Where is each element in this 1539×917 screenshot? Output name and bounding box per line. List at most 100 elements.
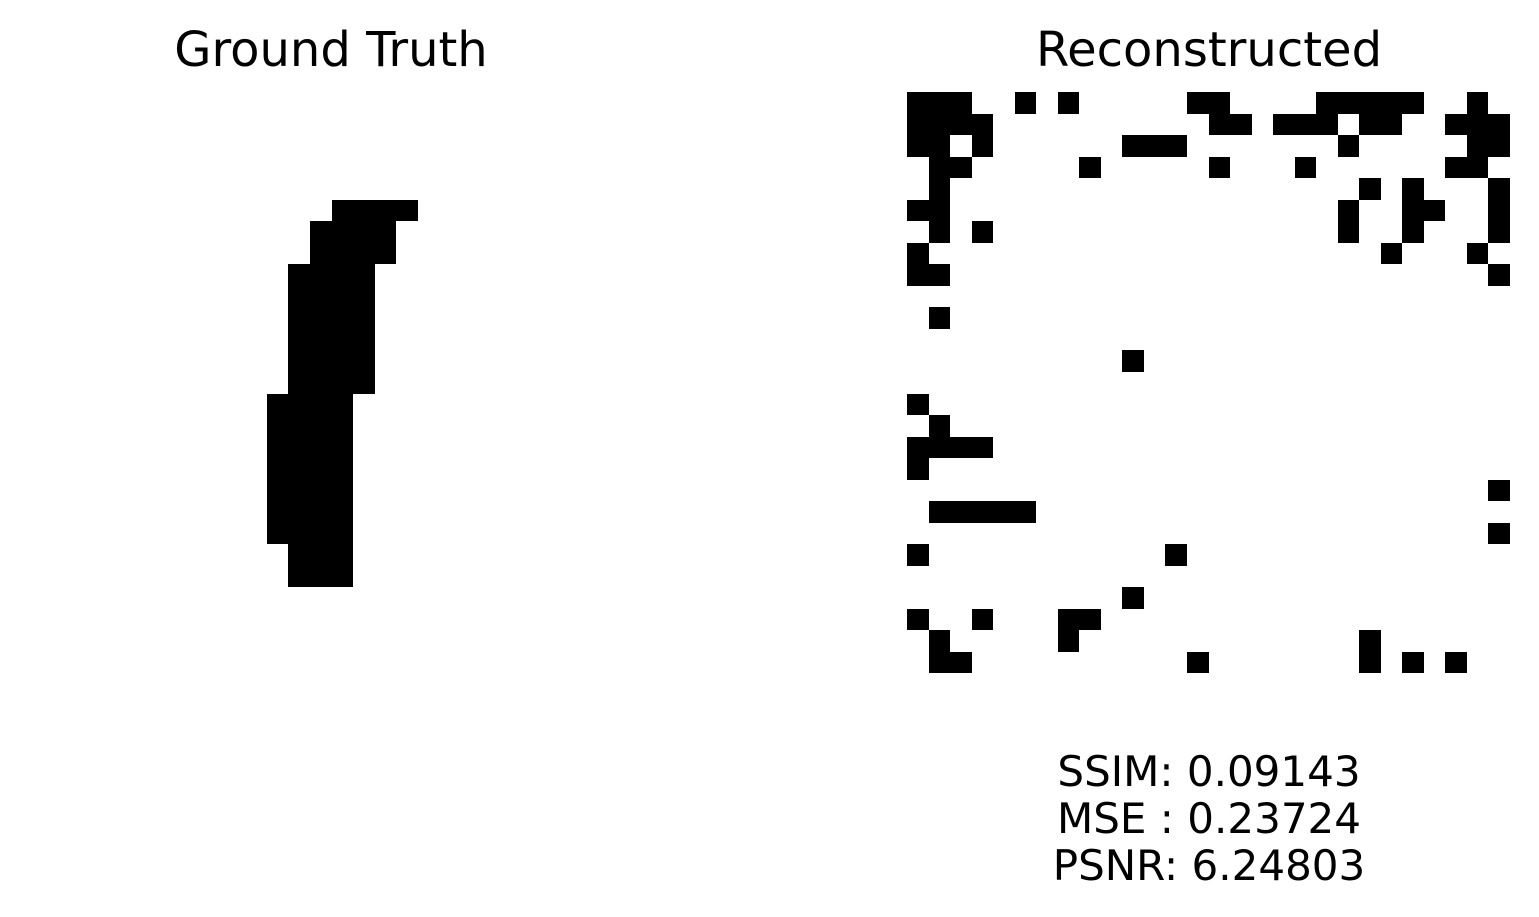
reconstructed-pixel: [1380, 415, 1403, 437]
reconstructed-pixel: [1100, 651, 1123, 674]
ground-truth-pixel: [396, 458, 418, 480]
reconstructed-pixel: [1079, 393, 1101, 416]
ground-truth-pixel: [396, 221, 418, 243]
ground-truth-pixel: [51, 565, 74, 588]
reconstructed-pixel: [993, 307, 1015, 329]
ground-truth-pixel: [331, 242, 354, 265]
reconstructed-pixel: [971, 415, 994, 437]
reconstructed-pixel: [1423, 415, 1446, 437]
ground-truth-pixel: [51, 264, 74, 286]
ground-truth-pixel: [417, 458, 440, 480]
reconstructed-pixel: [1143, 651, 1166, 674]
ground-truth-pixel: [417, 328, 440, 351]
reconstructed-pixel: [1036, 587, 1058, 609]
reconstructed-pixel: [1100, 587, 1123, 609]
ground-truth-pixel: [137, 178, 160, 200]
ground-truth-pixel: [159, 199, 181, 222]
reconstructed-pixel: [1230, 92, 1252, 114]
ground-truth-pixel: [159, 565, 181, 588]
ground-truth-pixel: [288, 371, 310, 394]
ground-truth-pixel: [353, 371, 375, 394]
ground-truth-pixel: [374, 651, 397, 674]
reconstructed-pixel: [1337, 501, 1360, 523]
ground-truth-pixel: [546, 328, 569, 351]
ground-truth-pixel: [202, 673, 224, 695]
reconstructed-pixel: [1122, 307, 1144, 329]
ground-truth-pixel: [309, 178, 332, 200]
reconstructed-pixel: [950, 436, 972, 459]
reconstructed-pixel: [1380, 307, 1403, 329]
reconstructed-pixel: [1014, 544, 1037, 566]
ground-truth-pixel: [353, 264, 375, 286]
ground-truth-pixel: [482, 307, 504, 329]
reconstructed-pixel: [1079, 479, 1101, 502]
ground-truth-pixel: [331, 113, 354, 136]
reconstructed-pixel: [907, 221, 929, 243]
ground-truth-pixel: [396, 307, 418, 329]
ground-truth-pixel: [611, 371, 633, 394]
ground-truth-pixel: [116, 242, 138, 265]
ground-truth-pixel: [51, 242, 74, 265]
reconstructed-pixel: [1273, 113, 1295, 136]
reconstructed-pixel: [1380, 458, 1403, 480]
reconstructed-pixel: [1057, 630, 1080, 652]
reconstructed-pixel: [1122, 587, 1144, 609]
reconstructed-pixel: [1036, 608, 1058, 631]
ground-truth-pixel: [568, 92, 590, 114]
ground-truth-pixel: [180, 651, 203, 674]
ground-truth-pixel: [331, 522, 354, 545]
ground-truth-pixel: [116, 651, 138, 674]
ground-truth-pixel: [417, 436, 440, 459]
reconstructed-pixel: [1165, 608, 1187, 631]
ground-truth-pixel: [374, 501, 397, 523]
reconstructed-pixel: [1445, 587, 1467, 609]
reconstructed-pixel: [1380, 544, 1403, 566]
ground-truth-pixel: [439, 544, 461, 566]
ground-truth-pixel: [137, 393, 160, 416]
reconstructed-pixel: [907, 328, 929, 351]
reconstructed-pixel: [1208, 307, 1231, 329]
ground-truth-pixel: [439, 393, 461, 416]
ground-truth-pixel: [288, 242, 310, 265]
ground-truth-pixel: [116, 328, 138, 351]
ground-truth-pixel: [546, 178, 569, 200]
reconstructed-pixel: [928, 501, 951, 523]
ground-truth-pixel: [245, 178, 267, 200]
reconstructed-pixel: [1251, 393, 1274, 416]
ground-truth-pixel: [417, 544, 440, 566]
reconstructed-pixel: [1143, 371, 1166, 394]
reconstructed-pixel: [1294, 458, 1317, 480]
ground-truth-pixel: [137, 113, 160, 136]
reconstructed-pixel: [1251, 651, 1274, 674]
reconstructed-pixel: [1100, 522, 1123, 545]
reconstructed-pixel: [1230, 587, 1252, 609]
ground-truth-pixel: [288, 199, 310, 222]
ground-truth-pixel: [223, 350, 246, 372]
ground-truth-pixel: [353, 178, 375, 200]
reconstructed-pixel: [1251, 501, 1274, 523]
reconstructed-pixel: [907, 565, 929, 588]
reconstructed-image: [907, 92, 1510, 695]
reconstructed-pixel: [1165, 264, 1187, 286]
ground-truth-pixel: [223, 393, 246, 416]
reconstructed-pixel: [1488, 393, 1510, 416]
ground-truth-pixel: [546, 92, 569, 114]
reconstructed-pixel: [928, 458, 951, 480]
ground-truth-pixel: [30, 608, 52, 631]
reconstructed-pixel: [1402, 92, 1424, 114]
ground-truth-pixel: [546, 307, 569, 329]
reconstructed-pixel: [1165, 415, 1187, 437]
reconstructed-pixel: [1316, 135, 1338, 157]
ground-truth-pixel: [439, 199, 461, 222]
ground-truth-pixel: [309, 242, 332, 265]
reconstructed-pixel: [1014, 501, 1037, 523]
reconstructed-pixel: [1294, 415, 1317, 437]
ground-truth-pixel: [417, 92, 440, 114]
reconstructed-pixel: [1230, 458, 1252, 480]
ground-truth-pixel: [137, 264, 160, 286]
ground-truth-pixel: [460, 458, 483, 480]
reconstructed-pixel: [1122, 92, 1144, 114]
ground-truth-pixel: [589, 135, 612, 157]
reconstructed-pixel: [1186, 393, 1209, 416]
reconstructed-pixel: [1208, 415, 1231, 437]
